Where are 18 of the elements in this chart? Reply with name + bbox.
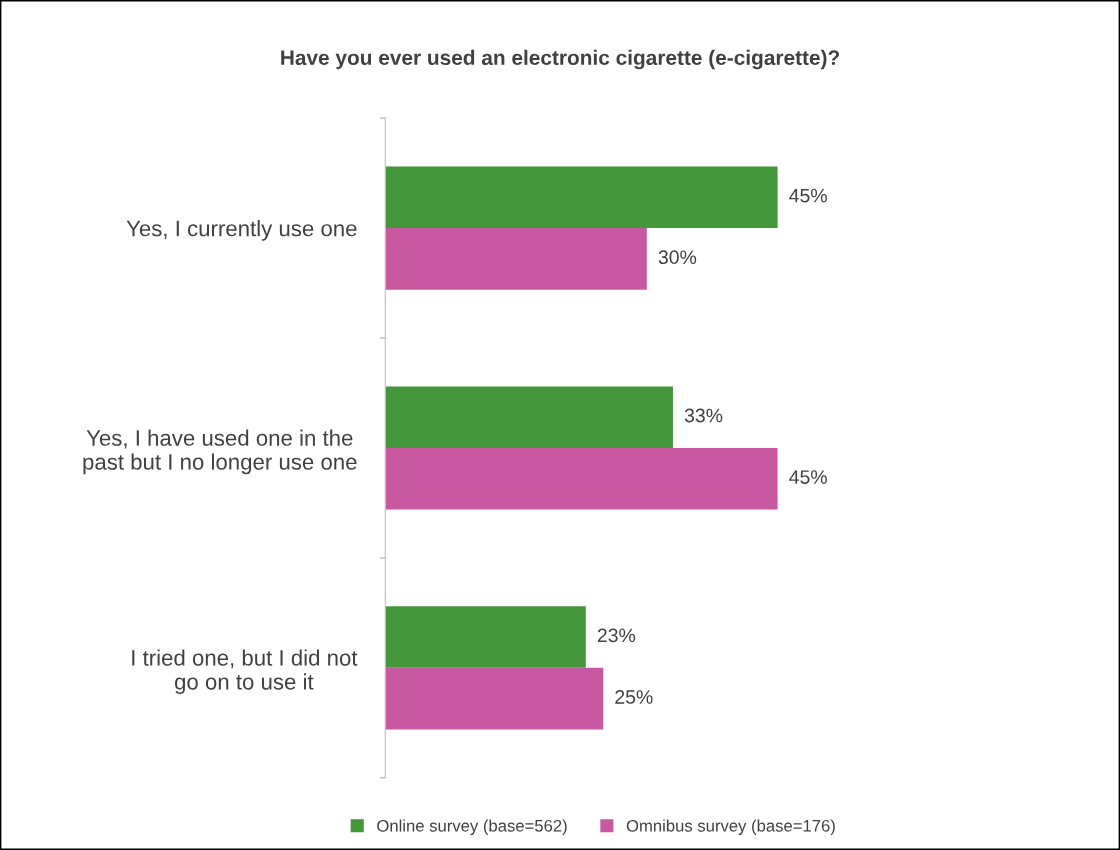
chart-title: Have you ever used an electronic cigarette (e-cigarette)? <box>281 49 840 70</box>
data-label: 45% <box>789 188 827 203</box>
data-label: 25% <box>615 690 653 704</box>
bar <box>385 606 586 668</box>
data-label: 45% <box>789 470 827 484</box>
legend-label: Omnibus survey (base=176) <box>626 819 835 835</box>
bar <box>385 166 778 229</box>
bar <box>385 667 604 730</box>
data-label: 23% <box>597 628 636 643</box>
bar <box>385 386 673 448</box>
bar <box>385 447 778 510</box>
y-tick-label: I tried one, but I did not go on to use it <box>132 649 358 695</box>
bar <box>385 228 647 290</box>
y-tick-label: Yes, I have used one in the past but I no longer use one <box>83 429 357 475</box>
legend-label: Online survey (base=562) <box>377 819 567 835</box>
data-label: 30% <box>658 250 697 265</box>
y-tick-label: Yes, I currently use one <box>126 220 357 241</box>
data-label: 33% <box>684 408 723 423</box>
